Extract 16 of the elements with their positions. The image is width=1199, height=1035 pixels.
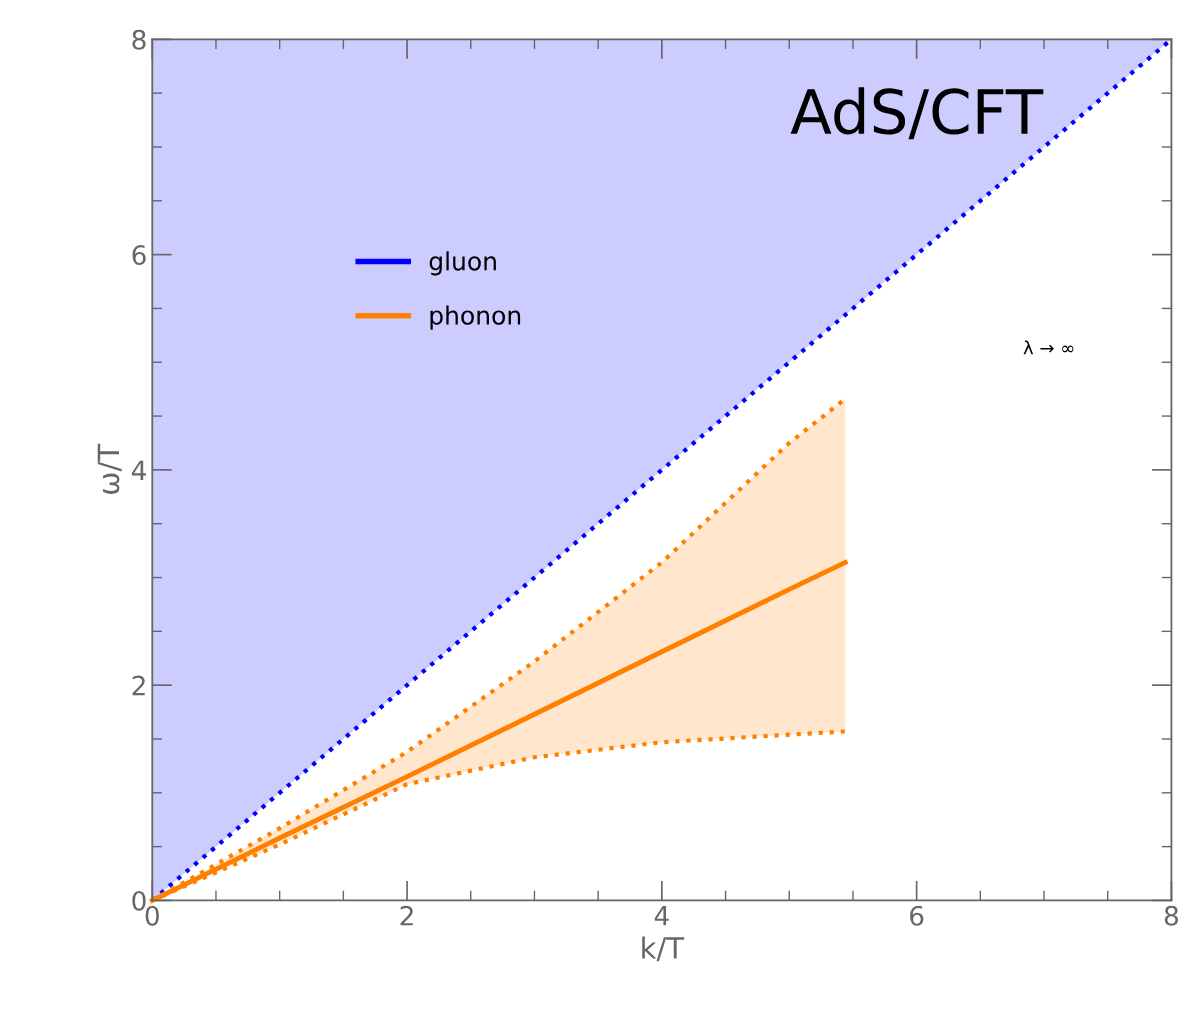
x-tick-label: 6	[910, 905, 924, 926]
y-tick-label: 2	[132, 675, 145, 696]
annotation: λ → ∞	[1023, 340, 1074, 355]
x-tick-label: 2	[400, 905, 413, 926]
legend-label: phonon	[430, 305, 521, 330]
x-axis-title: k/T	[642, 936, 685, 962]
y-tick-label: 0	[132, 890, 146, 911]
y-axis-title: ω/T	[97, 443, 122, 494]
x-tick-label: 8	[1164, 905, 1179, 926]
legend-label: gluon	[429, 251, 496, 276]
y-tick-label: 6	[132, 245, 146, 266]
x-tick-label: 4	[654, 906, 669, 926]
y-tick-label: 8	[132, 29, 146, 50]
annotation: AdS/CFT	[790, 87, 1044, 140]
y-tick-label: 4	[131, 460, 146, 480]
x-tick-label: 0	[145, 905, 159, 926]
